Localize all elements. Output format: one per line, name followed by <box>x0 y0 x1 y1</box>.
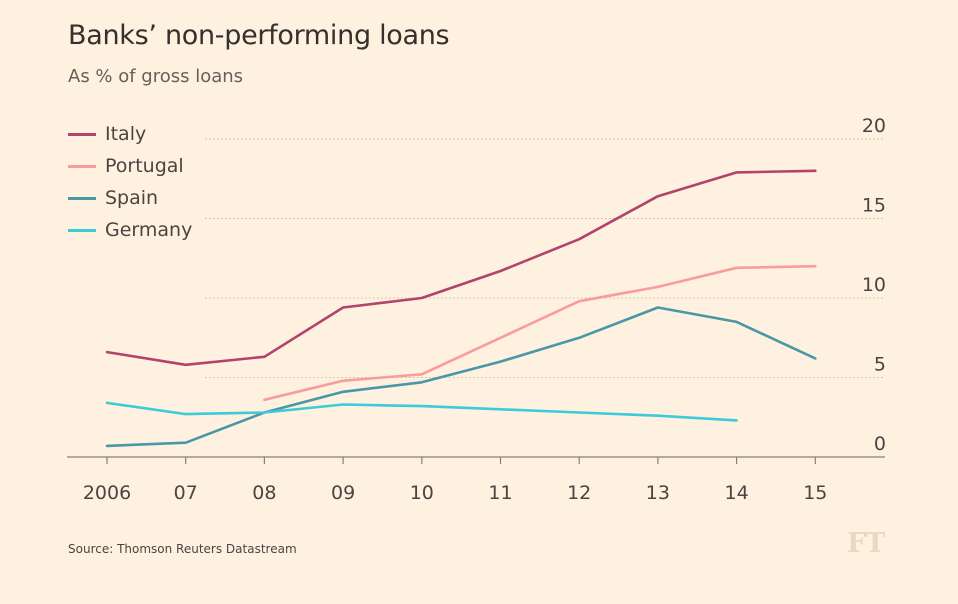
legend-label-portugal: Portugal <box>105 155 184 177</box>
legend-label-germany: Germany <box>105 219 193 241</box>
series-line-germany <box>105 401 738 422</box>
legend-swatch-germany <box>68 228 96 232</box>
legend-item-italy: Italy <box>68 118 192 150</box>
legend-label-spain: Spain <box>105 187 159 209</box>
x-tick-label: 14 <box>725 482 749 504</box>
x-tick-label: 12 <box>567 482 591 504</box>
chart-legend: Italy Portugal Spain Germany <box>68 118 192 246</box>
x-tick-label: 08 <box>252 482 276 504</box>
y-tick-label: 15 <box>862 195 886 217</box>
y-tick-label: 20 <box>862 115 886 137</box>
x-tick-label: 07 <box>174 482 198 504</box>
legend-item-spain: Spain <box>68 182 192 214</box>
y-tick-label: 10 <box>862 274 886 296</box>
x-tick-label: 15 <box>803 482 827 504</box>
legend-label-italy: Italy <box>105 123 147 145</box>
x-tick-label: 13 <box>646 482 670 504</box>
chart-title: Banks’ non-performing loans <box>68 20 450 51</box>
source-note: Source: Thomson Reuters Datastream <box>68 542 297 556</box>
ft-logo: FT <box>847 528 885 559</box>
legend-swatch-italy <box>68 132 96 136</box>
series-line-portugal <box>263 264 817 402</box>
y-tick-label: 5 <box>874 354 886 376</box>
legend-item-germany: Germany <box>68 214 192 246</box>
x-tick-label: 10 <box>410 482 434 504</box>
x-tick-label: 11 <box>488 482 512 504</box>
x-tick-label: 09 <box>331 482 355 504</box>
chart-subtitle: As % of gross loans <box>68 66 244 87</box>
series-line-spain <box>105 306 817 448</box>
series-line-italy <box>105 169 817 367</box>
legend-item-portugal: Portugal <box>68 150 192 182</box>
y-tick-label: 0 <box>874 433 886 455</box>
legend-swatch-spain <box>68 196 96 200</box>
legend-swatch-portugal <box>68 164 96 168</box>
x-tick-label: 2006 <box>83 482 131 504</box>
